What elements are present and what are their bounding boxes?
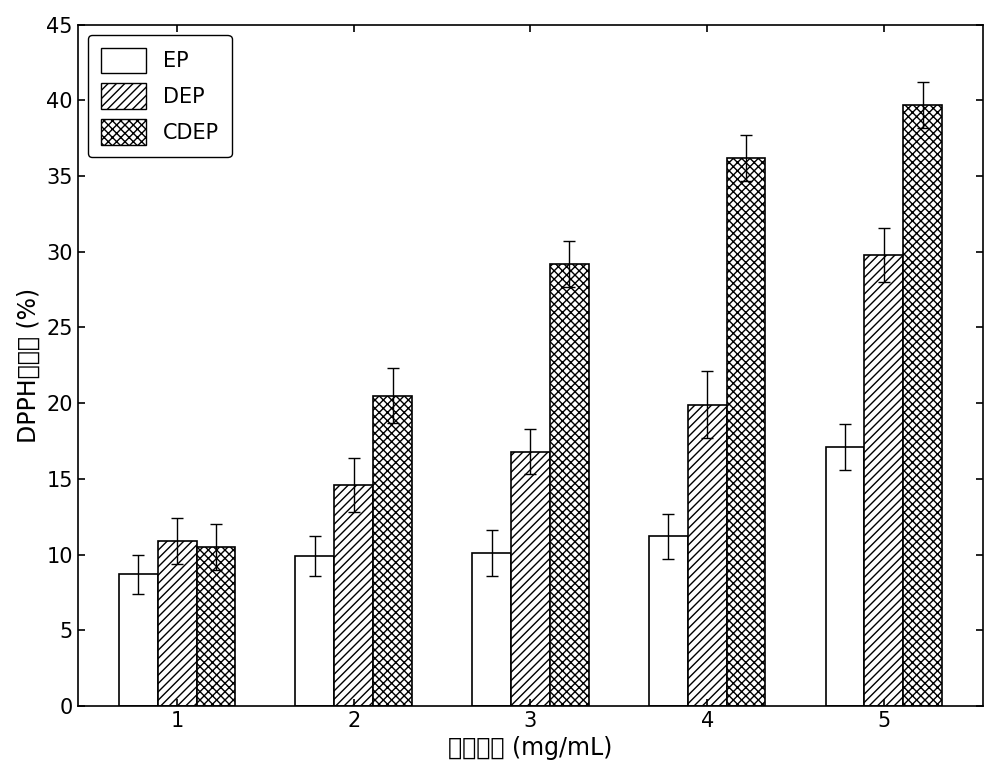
Y-axis label: DPPH清除率 (%): DPPH清除率 (%): [17, 287, 41, 443]
Bar: [864, 255, 903, 706]
Bar: [472, 553, 511, 706]
Bar: [197, 547, 235, 706]
Bar: [727, 158, 765, 706]
Bar: [511, 451, 550, 706]
Bar: [903, 105, 942, 706]
Bar: [826, 447, 864, 706]
X-axis label: 样品浓度 (mg/mL): 样品浓度 (mg/mL): [448, 737, 613, 761]
Bar: [119, 574, 158, 706]
Legend: EP, DEP, CDEP: EP, DEP, CDEP: [88, 35, 232, 157]
Bar: [295, 556, 334, 706]
Bar: [158, 541, 197, 706]
Bar: [688, 405, 727, 706]
Bar: [373, 395, 412, 706]
Bar: [334, 485, 373, 706]
Bar: [550, 264, 589, 706]
Bar: [649, 536, 688, 706]
